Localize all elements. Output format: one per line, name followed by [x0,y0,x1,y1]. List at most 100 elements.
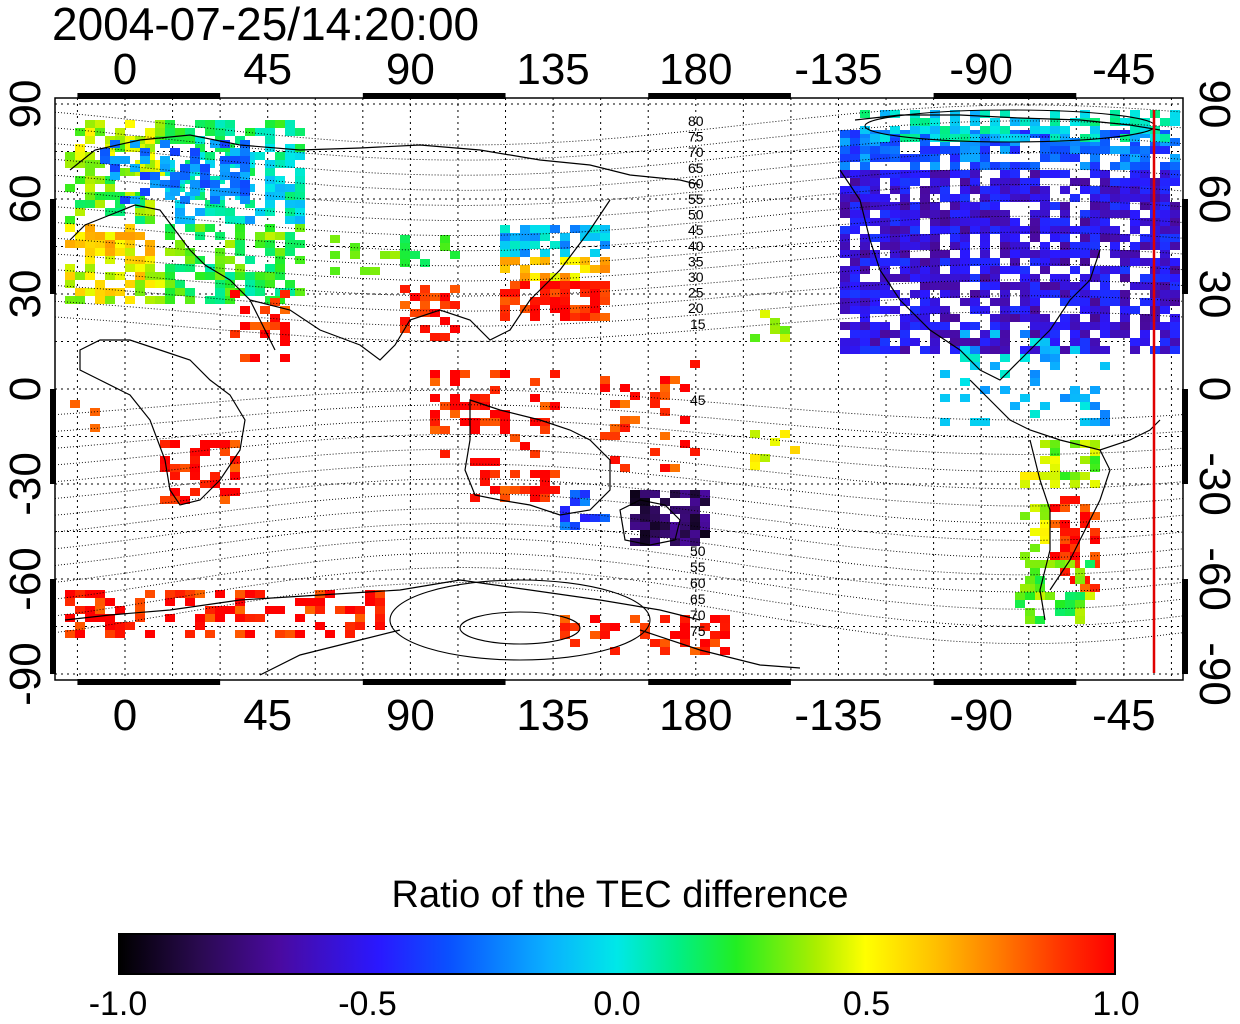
tec-cell [500,225,510,233]
tec-cell [1040,472,1050,480]
tec-cell [345,630,355,638]
tec-cell [560,249,570,257]
tec-cell [680,490,690,498]
tec-cell [1020,584,1030,592]
tec-cell [285,232,295,240]
tec-cell [150,180,160,188]
tec-cell [85,120,95,128]
tec-cell [1045,560,1055,568]
tec-cell [900,266,910,274]
tec-cell [560,241,570,249]
mag-contour-north [54,215,1184,252]
tec-cell [170,496,180,504]
tec-cell [195,622,205,630]
tec-cell [125,248,135,256]
tec-cell [1080,210,1090,218]
tec-cell [1080,146,1090,154]
tec-cell [910,274,920,282]
tec-cell [940,186,950,194]
tec-cell [1080,234,1090,242]
tec-cell [95,200,105,208]
tec-cell [1080,110,1090,118]
tec-cell [105,184,115,192]
tec-cell [540,249,550,257]
tec-cell [1130,186,1140,194]
tec-cell [210,188,220,196]
tec-cell [145,248,155,256]
contour-label: 60 [688,175,704,191]
frame-bar [648,679,791,685]
tec-cell [770,318,780,326]
tec-cell [375,598,385,606]
tec-cell [145,296,155,304]
tec-cell [840,282,850,290]
tec-cell [890,202,900,210]
tec-cell [180,496,190,504]
tec-cell [860,282,870,290]
tec-cell [170,172,180,180]
tec-cell [1090,338,1100,346]
tec-cell [1050,520,1060,528]
tec-cell [880,306,890,314]
tec-cell [450,301,460,309]
tec-cell [1065,560,1075,568]
tec-cell [165,288,175,296]
tec-cell [530,378,540,386]
tec-cell [275,248,285,256]
lat-label-left: 30 [1,270,50,319]
tec-cell [145,136,155,144]
tec-cell [295,256,305,264]
tec-cell [590,297,600,305]
tec-cell [180,196,190,204]
tec-cell [280,290,290,298]
tec-cell [185,590,195,598]
tec-cell [1030,162,1040,170]
tec-cell [1100,178,1110,186]
tec-cell [440,317,450,325]
tec-cell [85,240,95,248]
tec-cell [1100,266,1110,274]
tec-cell [85,224,95,232]
tec-cell [650,392,660,400]
tec-cell [230,472,240,480]
tec-cell [1010,186,1020,194]
coastline [1049,449,1111,591]
tec-cell [265,240,275,248]
tec-cell [175,590,185,598]
tec-cell [225,216,235,224]
tec-cell [1070,322,1080,330]
tec-cell [355,622,365,630]
tec-cell [1010,250,1020,258]
tec-cell [540,225,550,233]
tec-cell [75,232,85,240]
tec-cell [70,400,80,408]
tec-cell [680,384,690,392]
tec-cell [210,180,220,188]
tec-cell [850,186,860,194]
tec-cell [1130,178,1140,186]
contour-label: 60 [690,575,706,591]
tec-cell [185,248,195,256]
tec-cell [65,272,75,280]
tec-cell [940,274,950,282]
tec-cell [900,170,910,178]
mag-contour-north [54,199,1184,237]
tec-cell [1090,314,1100,322]
tec-cell [680,530,690,538]
tec-cell [85,200,95,208]
tec-cell [1040,258,1050,266]
tec-cell [1040,126,1050,134]
tec-cell [275,160,285,168]
tec-cell [235,224,245,232]
tec-cell [280,306,290,314]
tec-cell [880,266,890,274]
tec-cell [900,218,910,226]
tec-cell [600,265,610,273]
tec-cell [980,154,990,162]
tec-cell [235,614,245,622]
tec-cell [1070,338,1080,346]
tec-cell [990,314,1000,322]
tec-cell [95,248,105,256]
tec-cell [840,322,850,330]
tec-cell [270,322,280,330]
